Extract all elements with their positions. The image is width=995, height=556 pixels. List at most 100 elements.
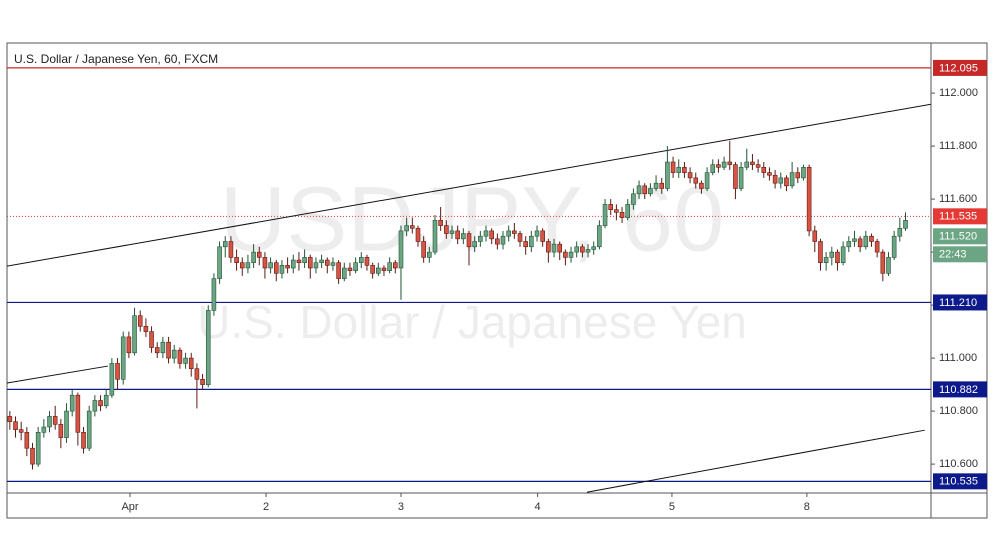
candle-body <box>693 177 699 184</box>
candle-body <box>495 238 500 245</box>
candle-body <box>846 241 852 248</box>
price-label-box <box>933 228 987 245</box>
price-label: 112.095 <box>939 62 978 74</box>
candle-body <box>342 267 347 279</box>
candle-body <box>307 257 313 269</box>
candle-body <box>109 363 115 396</box>
candle-body <box>177 349 183 364</box>
price-label-box <box>933 208 987 225</box>
x-tick-label: Apr <box>121 501 138 513</box>
candle-body <box>7 416 13 423</box>
candle-body <box>347 267 353 271</box>
candle-body <box>761 166 767 173</box>
candle-body <box>602 204 608 226</box>
candle-body <box>642 185 648 195</box>
candle-body <box>81 432 86 449</box>
x-tick-label: 2 <box>263 501 269 513</box>
candle-body <box>625 204 631 218</box>
candle-body <box>143 326 149 332</box>
candle-body <box>222 241 228 248</box>
candle-body <box>387 262 392 271</box>
candle-body <box>75 394 81 433</box>
candle-body <box>721 161 727 168</box>
candle-body <box>279 265 285 274</box>
candle-body <box>410 225 415 229</box>
candle-body <box>699 182 704 189</box>
candle-body <box>835 251 840 263</box>
axes: 112.000111.800111.600111.400111.200111.0… <box>121 59 987 513</box>
candle-body <box>829 251 835 258</box>
candle-body <box>415 227 421 242</box>
candle-body <box>64 410 69 438</box>
chart-title: U.S. Dollar / Japanese Yen, 60, FXCM <box>14 52 218 66</box>
candle-body <box>568 251 574 258</box>
candle-body <box>778 177 784 184</box>
y-tick-label: 110.800 <box>939 405 978 417</box>
candle-body <box>795 172 801 179</box>
candle-body <box>364 257 370 266</box>
y-tick-label: 111.800 <box>939 140 977 152</box>
trend-line <box>586 429 925 493</box>
y-tick-label: 112.000 <box>939 87 978 99</box>
price-label: 110.535 <box>939 476 978 488</box>
candle-body <box>285 265 290 269</box>
candle-body <box>444 225 449 234</box>
candle-body <box>166 341 171 359</box>
candle-body <box>103 394 109 407</box>
candle-body <box>897 227 903 237</box>
candle-body <box>217 246 222 279</box>
candle-body <box>455 230 460 240</box>
candle-body <box>160 341 166 354</box>
candle-body <box>529 235 534 248</box>
candle-body <box>86 410 92 449</box>
price-label-box <box>933 59 987 76</box>
candle-body <box>812 230 818 242</box>
x-tick-label: 4 <box>535 501 541 513</box>
candle-body <box>466 233 472 248</box>
candle-body <box>653 182 659 189</box>
candle-body <box>336 262 341 279</box>
candle-body <box>744 161 750 168</box>
candle-body <box>234 257 239 263</box>
candle-body <box>478 235 483 242</box>
candle-body <box>211 278 217 311</box>
candle-body <box>874 241 880 253</box>
candle-body <box>427 251 432 258</box>
candle-body <box>376 267 381 274</box>
candle-body <box>359 257 364 263</box>
candle-body <box>251 251 256 263</box>
plot-area <box>7 67 931 493</box>
candle-body <box>659 182 665 189</box>
candle-body <box>852 238 857 242</box>
candle-body <box>755 164 761 168</box>
trend-line <box>7 365 108 384</box>
candle-body <box>421 241 426 258</box>
x-tick-label: 5 <box>669 501 675 513</box>
candle-body <box>806 166 812 232</box>
candle-body <box>818 241 823 263</box>
candle-body <box>472 241 477 248</box>
candle-body <box>880 251 886 274</box>
candle-body <box>120 336 126 380</box>
candle-body <box>13 421 18 430</box>
candle-body <box>557 243 562 253</box>
candle-body <box>512 230 517 234</box>
y-tick-label: 111.000 <box>939 352 977 364</box>
candle-body <box>886 257 891 274</box>
candle-body <box>767 172 772 176</box>
candle-body <box>330 262 336 266</box>
candle-body <box>631 193 636 205</box>
candle-body <box>398 230 404 269</box>
candle-body <box>228 241 234 258</box>
price-label-box <box>933 246 987 263</box>
candle-body <box>273 262 279 274</box>
watermark-subtitle: U.S. Dollar / Japanese Yen <box>197 296 747 348</box>
candle-body <box>869 235 874 242</box>
candle-body <box>154 347 160 354</box>
candle-body <box>296 259 302 263</box>
price-label-box <box>933 294 987 311</box>
candle-body <box>710 164 716 173</box>
candle-body <box>370 265 375 274</box>
candle-body <box>92 400 98 412</box>
